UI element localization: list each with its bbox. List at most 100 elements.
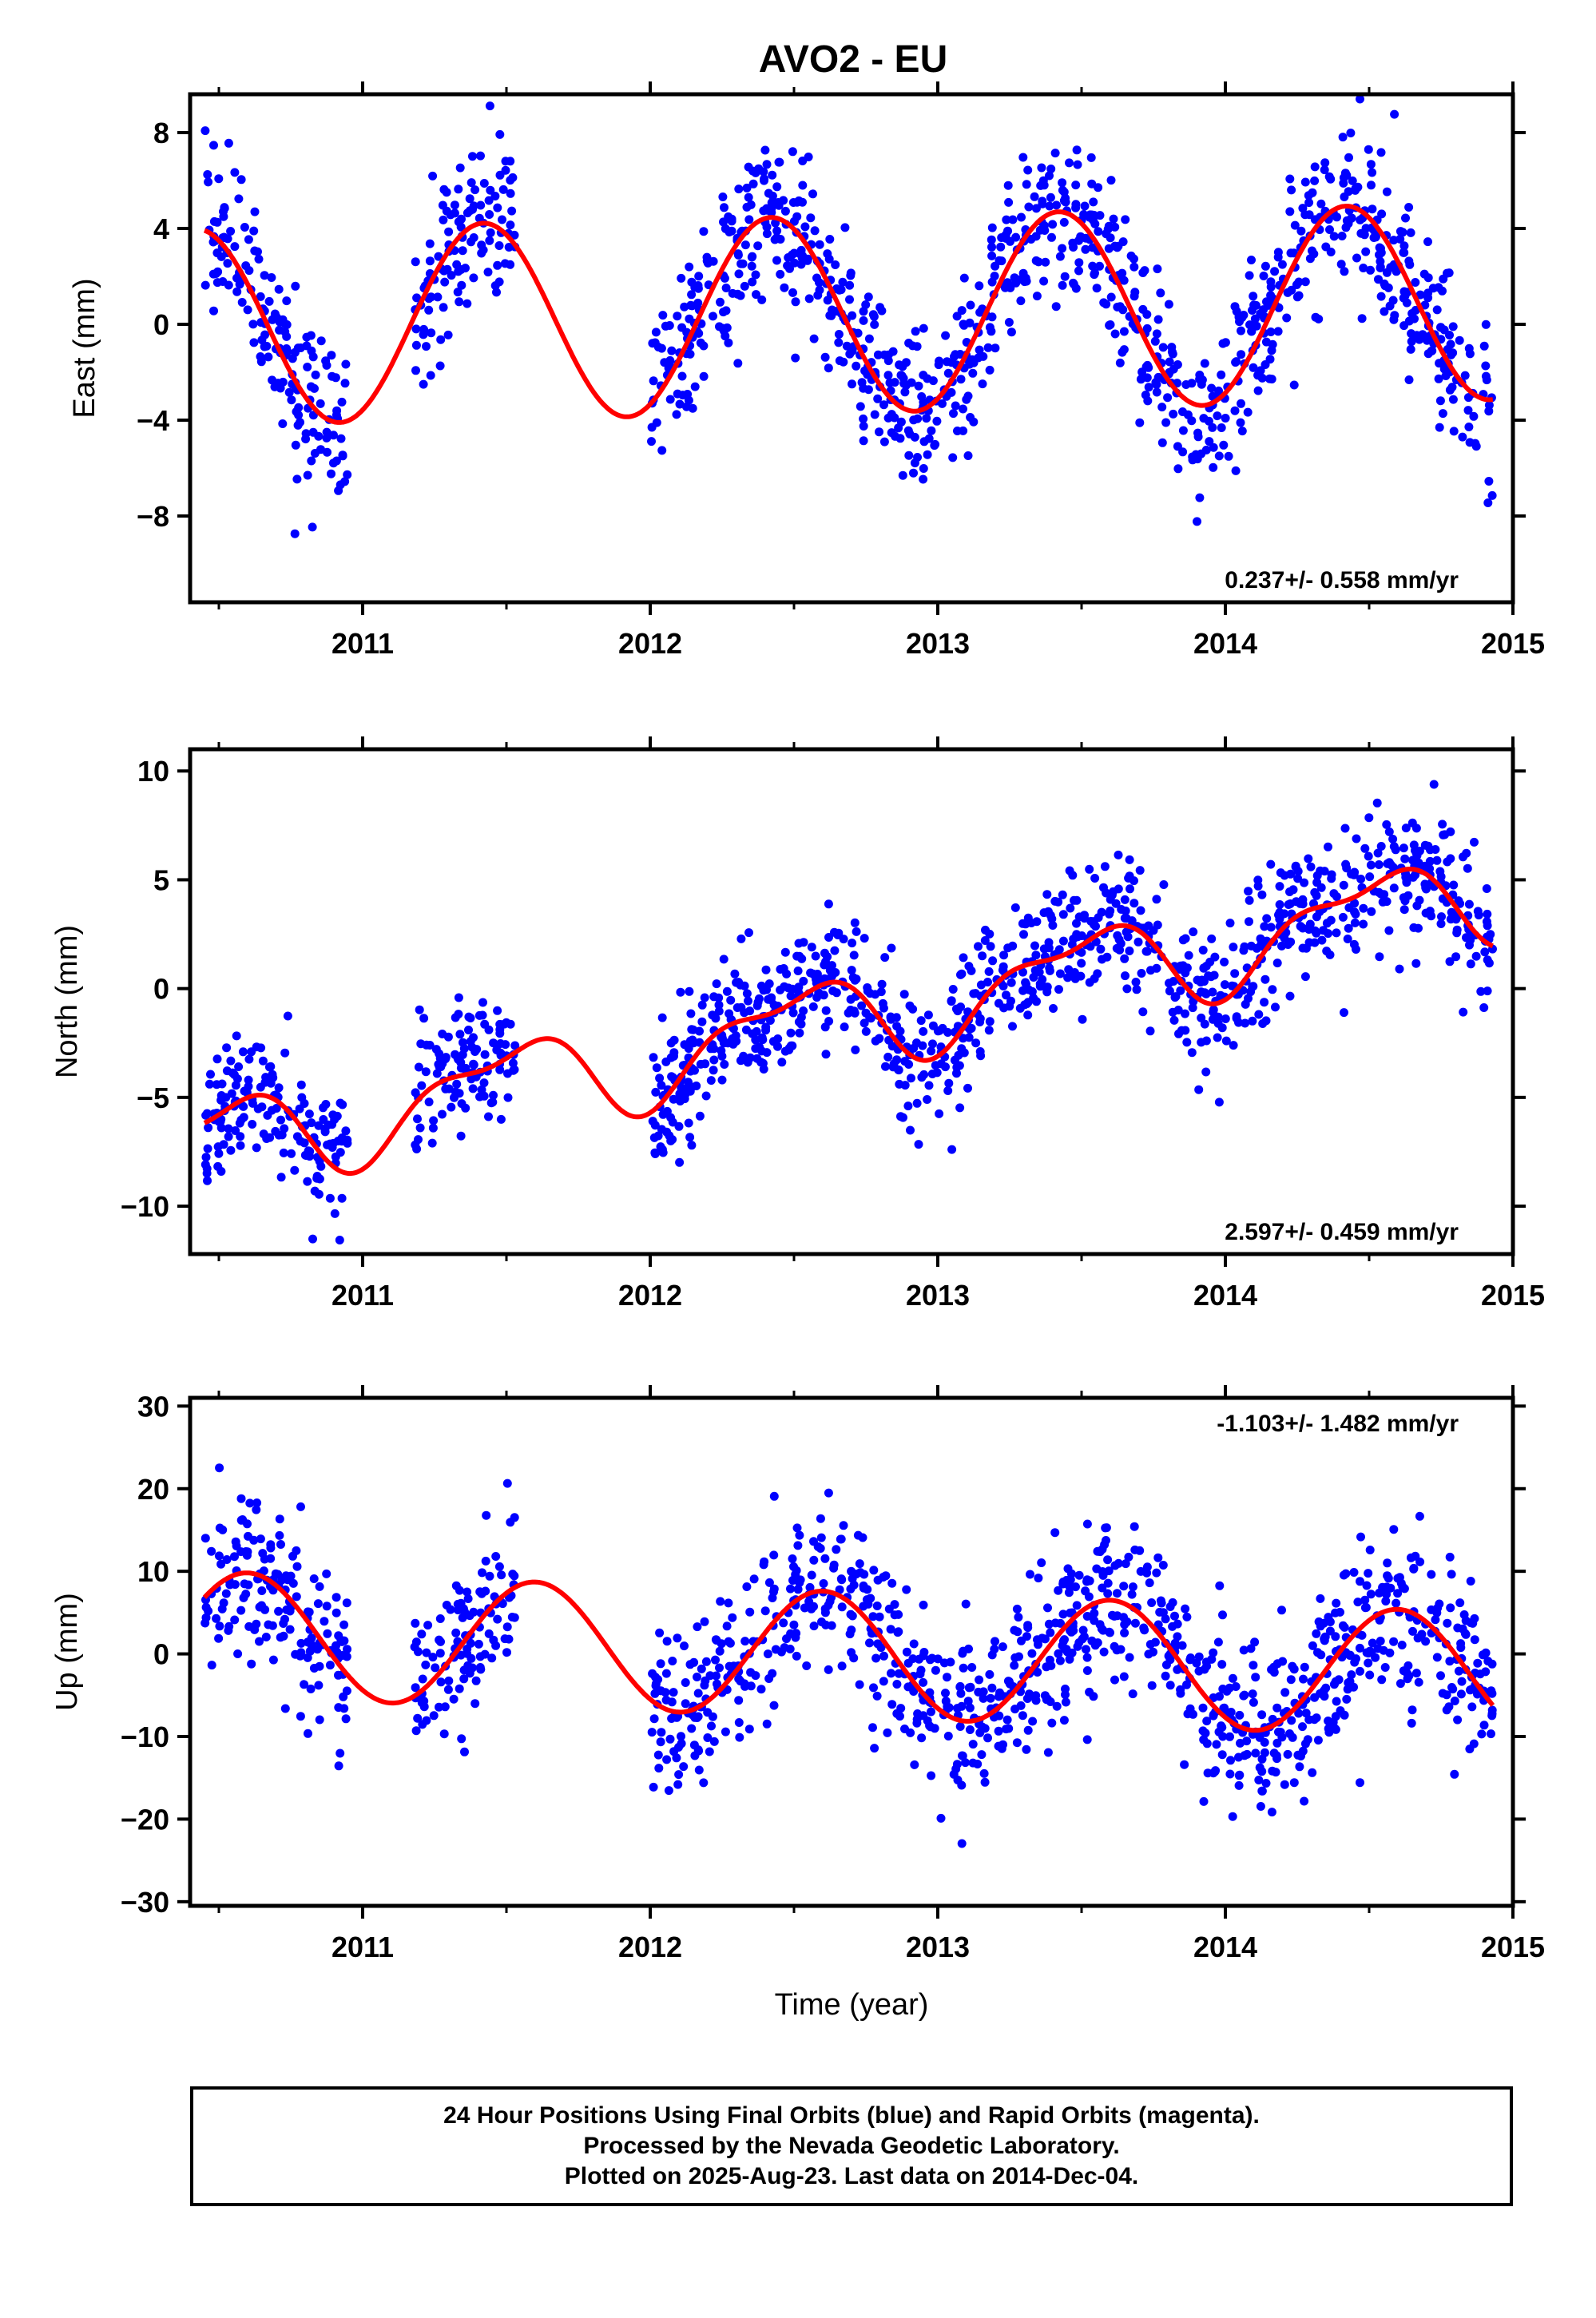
east-point-719 <box>1109 214 1118 224</box>
up-point-328 <box>871 1653 881 1663</box>
north-point-737 <box>1181 934 1190 943</box>
north-point-724 <box>1400 854 1410 863</box>
up-point-851 <box>1145 1578 1154 1588</box>
up-point-491 <box>1393 1589 1403 1598</box>
east-point-266 <box>501 165 510 175</box>
up-point-194 <box>455 1586 464 1595</box>
north-point-456 <box>986 942 995 951</box>
east-point-392 <box>798 181 808 190</box>
north-point-870 <box>952 1062 962 1072</box>
north-point-1047 <box>757 1046 767 1056</box>
east-point-732 <box>1463 393 1473 403</box>
caption-box: 24 Hour Positions Using Final Orbits (bl… <box>190 2086 1513 2206</box>
north-point-956 <box>765 1016 775 1025</box>
up-point-951 <box>662 1637 672 1646</box>
east-point-1131 <box>1479 341 1489 351</box>
east-point-82 <box>343 470 352 479</box>
east-point-937 <box>845 295 854 304</box>
north-point-386 <box>1187 1048 1197 1058</box>
north-point-650 <box>824 899 833 909</box>
east-point-64 <box>249 226 259 236</box>
north-point-1033 <box>1015 1003 1025 1013</box>
up-point-61 <box>236 1606 246 1615</box>
north-point-899 <box>1258 1019 1268 1028</box>
up-point-1095 <box>1445 1552 1455 1562</box>
north-point-87 <box>244 1054 254 1064</box>
up-point-1214 <box>762 1719 772 1729</box>
north-point-1020 <box>773 1042 782 1051</box>
east-point-561 <box>883 371 893 380</box>
up-point-410 <box>1313 1736 1323 1745</box>
up-point-939 <box>1149 1647 1157 1657</box>
north-point-224 <box>489 1038 498 1048</box>
east-point-282 <box>1214 451 1224 461</box>
east-point-906 <box>770 235 780 244</box>
up-point-1183 <box>949 1769 959 1779</box>
north-point-988 <box>1332 928 1341 938</box>
up-point-550 <box>1116 1645 1126 1654</box>
east-point-185 <box>424 305 434 315</box>
north-point-264 <box>443 1032 453 1042</box>
up-point-386 <box>1470 1635 1479 1645</box>
up-point-1064 <box>824 1488 833 1498</box>
north-point-1189 <box>1409 840 1419 850</box>
east-point-1018 <box>1072 145 1082 155</box>
east-point-388 <box>1081 244 1090 254</box>
north-point-707 <box>1067 940 1077 949</box>
north-point-669 <box>971 1038 981 1048</box>
up-point-792 <box>1037 1558 1046 1567</box>
up-point-1217 <box>927 1707 935 1717</box>
north-point-587 <box>951 1004 961 1014</box>
north-point-990 <box>1093 969 1102 978</box>
north-point-967 <box>1364 851 1373 861</box>
up-point-1105 <box>1034 1574 1043 1583</box>
up-point-371 <box>1355 1643 1364 1653</box>
north-point-358 <box>808 1002 818 1011</box>
up-point-909 <box>1473 1658 1483 1668</box>
up-point-121 <box>313 1599 323 1609</box>
up-point-888 <box>1060 1635 1069 1645</box>
east-point-1180 <box>1375 243 1384 252</box>
up-point-1087 <box>1409 1563 1419 1573</box>
up-point-45 <box>304 1729 312 1738</box>
up-point-345 <box>1256 1802 1265 1811</box>
north-point-639 <box>988 956 998 966</box>
north-point-1100 <box>668 1117 677 1127</box>
east-point-562 <box>913 414 923 423</box>
up-point-1235 <box>912 1718 922 1728</box>
north-point-752 <box>1285 899 1295 908</box>
east-point-1021 <box>934 360 943 370</box>
up-point-1031 <box>1274 1727 1283 1737</box>
east-point-927 <box>1352 253 1361 263</box>
east-point-600 <box>744 215 754 224</box>
up-point-1132 <box>788 1576 797 1585</box>
up-point-1202 <box>1347 1670 1356 1680</box>
east-point-77 <box>282 296 292 306</box>
east-y-tick-label-3: 4 <box>153 212 169 245</box>
east-point-1114 <box>736 291 745 300</box>
up-point-927 <box>1389 1637 1399 1646</box>
north-point-1210 <box>669 1094 678 1104</box>
east-point-101 <box>224 138 233 148</box>
north-point-1121 <box>680 1094 689 1104</box>
up-point-1013 <box>1199 1796 1209 1806</box>
up-point-786 <box>1145 1640 1155 1649</box>
east-point-964 <box>883 356 893 366</box>
north-point-1015 <box>684 1118 693 1128</box>
east-point-18 <box>292 474 302 484</box>
east-point-889 <box>1037 163 1046 173</box>
up-point-31 <box>315 1582 324 1591</box>
up-point-266 <box>477 1589 486 1598</box>
north-point-1160 <box>906 1125 915 1135</box>
up-point-967 <box>1185 1655 1195 1665</box>
east-point-851 <box>1287 185 1296 195</box>
east-point-793 <box>1000 283 1010 292</box>
up-point-856 <box>987 1683 997 1693</box>
up-point-620 <box>1414 1677 1423 1687</box>
north-point-157 <box>314 1121 324 1130</box>
north-point-1087 <box>651 1087 661 1097</box>
up-point-444 <box>1225 1732 1234 1741</box>
east-point-725 <box>772 256 781 265</box>
up-point-688 <box>1289 1778 1299 1788</box>
